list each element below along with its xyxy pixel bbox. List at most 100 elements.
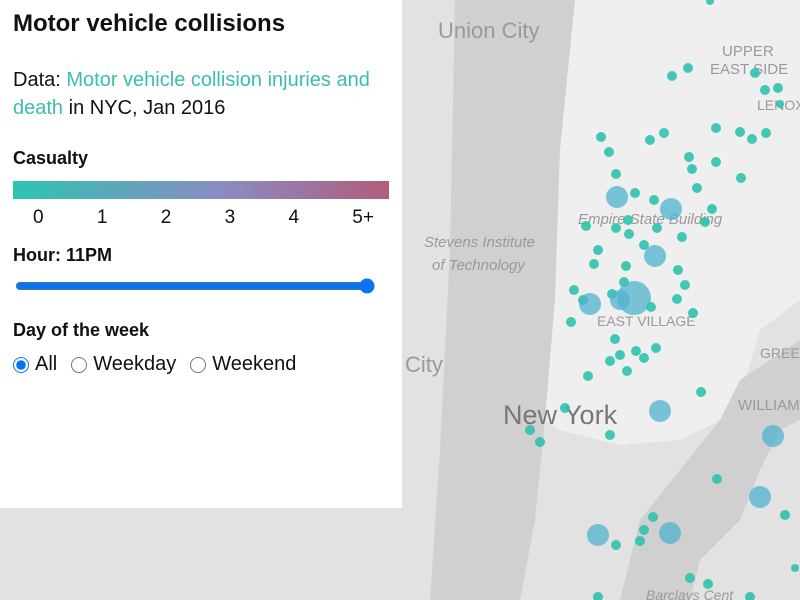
collision-dot: [587, 524, 609, 546]
collision-dot: [685, 573, 695, 583]
collision-dot: [762, 425, 784, 447]
casualty-tick: 1: [96, 207, 108, 228]
collision-dot: [773, 83, 783, 93]
collision-dot: [605, 430, 615, 440]
collision-dot: [579, 293, 601, 315]
collision-dot: [677, 232, 687, 242]
collision-dot: [569, 285, 579, 295]
collision-dot: [672, 294, 682, 304]
collision-dot: [707, 204, 717, 214]
collision-dot: [631, 346, 641, 356]
casualty-tick: 0: [33, 207, 44, 228]
collision-dot: [645, 135, 655, 145]
day-option[interactable]: Weekend: [190, 353, 296, 376]
day-radio[interactable]: [190, 356, 207, 373]
collision-dot: [711, 123, 721, 133]
map-label: WILLIAM: [738, 397, 800, 414]
description: Data: Motor vehicle collision injuries a…: [13, 66, 389, 122]
collision-dot: [610, 334, 620, 344]
collision-dot: [673, 265, 683, 275]
collision-dot: [712, 474, 722, 484]
collision-dot: [683, 63, 693, 73]
day-option[interactable]: Weekday: [71, 353, 176, 376]
casualty-heading: Casualty: [13, 148, 89, 168]
collision-dot: [660, 198, 682, 220]
collision-dot: [635, 536, 645, 546]
casualty-tick: 4: [288, 207, 300, 228]
manhattan: [545, 0, 800, 445]
casualty-tick: 2: [160, 207, 172, 228]
map-label: UPPER: [722, 43, 774, 60]
day-option-label: Weekend: [212, 353, 297, 375]
collision-dot: [639, 353, 649, 363]
collision-dot: [623, 215, 633, 225]
casualty-gradient: [13, 181, 389, 199]
hudson-river: [430, 0, 575, 600]
collision-dot: [604, 147, 614, 157]
collision-dot: [761, 128, 771, 138]
map-label: Stevens Institute: [424, 234, 535, 251]
collision-dot: [606, 186, 628, 208]
collision-dot: [596, 132, 606, 142]
day-option[interactable]: All: [13, 353, 57, 376]
map-label: of Technology: [432, 257, 526, 274]
collision-dot: [651, 343, 661, 353]
collision-dot: [688, 308, 698, 318]
map-label: Barclays Cent: [646, 587, 734, 600]
map-label: City: [405, 352, 443, 377]
collision-dot: [776, 100, 784, 108]
collision-dot: [624, 229, 634, 239]
map-label: EAST SIDE: [710, 61, 788, 78]
collision-dot: [605, 356, 615, 366]
day-option-label: All: [35, 353, 58, 375]
day-heading: Day of the week: [13, 320, 150, 340]
collision-dot: [747, 134, 757, 144]
collision-dot: [649, 400, 671, 422]
collision-dot: [680, 280, 690, 290]
collision-dot: [639, 525, 649, 535]
collision-dot: [749, 486, 771, 508]
collision-dot: [700, 217, 710, 227]
collision-dot: [760, 85, 770, 95]
collision-dot: [566, 317, 576, 327]
collision-dot: [621, 261, 631, 271]
collision-dot: [687, 164, 697, 174]
desc-prefix: Data:: [13, 69, 61, 91]
collision-dot: [780, 510, 790, 520]
casualty-tick: 3: [224, 207, 236, 228]
collision-dot: [593, 592, 603, 600]
collision-dot: [589, 259, 599, 269]
map-label: New York: [503, 400, 618, 430]
collision-dot: [583, 371, 593, 381]
collision-dot: [648, 512, 658, 522]
desc-suffix: in NYC, Jan 2016: [68, 97, 226, 119]
source-link[interactable]: Motor vehicle collision injuries and dea…: [13, 69, 370, 119]
hour-label: Hour: 11PM: [13, 245, 113, 265]
day-options: All Weekday Weekend: [13, 353, 389, 376]
collision-dot: [703, 579, 713, 589]
title: Motor vehicle collisions: [13, 10, 286, 37]
hour-slider[interactable]: [15, 278, 375, 294]
collision-dot: [711, 157, 721, 167]
collision-dot: [646, 302, 656, 312]
collision-dot: [706, 0, 714, 5]
collision-dot: [639, 240, 649, 250]
collision-dot: [560, 403, 570, 413]
day-option-label: Weekday: [93, 353, 177, 375]
collision-dot: [622, 366, 632, 376]
collision-dot: [610, 290, 630, 310]
day-radio[interactable]: [71, 356, 88, 373]
collision-dot: [667, 71, 677, 81]
map-label: EAST VILLAGE: [597, 313, 696, 329]
collision-dot: [652, 223, 662, 233]
collision-dot: [630, 188, 640, 198]
collision-dot: [659, 128, 669, 138]
collision-dot: [791, 564, 799, 572]
collision-dot: [581, 221, 591, 231]
day-radio[interactable]: [13, 356, 29, 373]
collision-dot: [525, 425, 535, 435]
collision-dot: [535, 437, 545, 447]
collision-dot: [649, 195, 659, 205]
map-label: GREE: [760, 345, 800, 361]
